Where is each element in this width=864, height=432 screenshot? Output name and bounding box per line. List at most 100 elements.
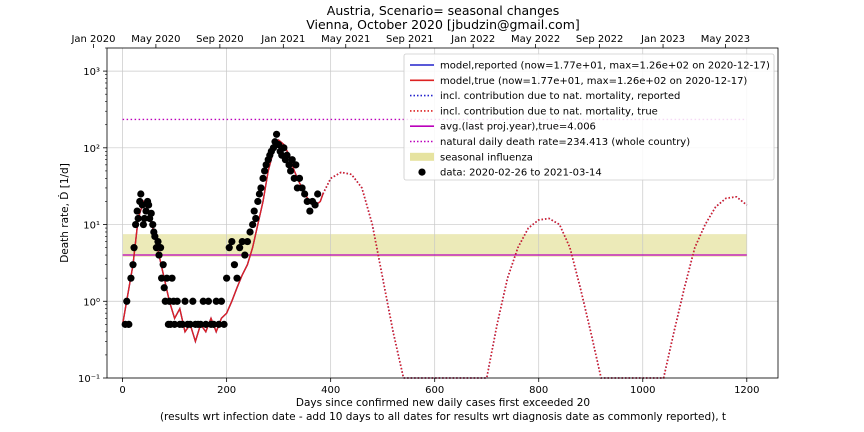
data-point: [238, 237, 246, 246]
data-point: [163, 274, 171, 282]
x-tick-label: 800: [529, 385, 548, 396]
top-axis-tick-label: Jan 2021: [260, 34, 305, 45]
data-point: [212, 297, 220, 305]
data-point: [199, 297, 207, 305]
data-point: [283, 151, 291, 159]
top-axis-tick-label: Jan 2023: [640, 34, 685, 45]
top-axis-tick-label: May 2020: [131, 34, 180, 45]
data-point: [306, 207, 314, 215]
data-point: [154, 237, 162, 246]
data-point: [250, 207, 258, 215]
data-point: [241, 251, 249, 259]
data-point: [246, 228, 254, 236]
y-axis-label: Death rate, Ḋ [1/d]: [58, 163, 71, 263]
x-tick-label: 600: [425, 385, 444, 396]
x-tick-label: 1200: [734, 385, 759, 396]
data-point: [156, 244, 165, 252]
data-point: [230, 261, 239, 269]
legend-label: model,true (now=1.77e+01, max=1.26e+02 o…: [440, 76, 747, 87]
data-point: [280, 144, 288, 152]
legend-swatch-marker: [418, 168, 426, 176]
legend-label: seasonal influenza: [440, 152, 533, 163]
data-point: [178, 320, 187, 328]
data-point: [311, 201, 319, 209]
data-point: [202, 320, 210, 328]
data-point: [314, 190, 322, 198]
data-point: [189, 297, 197, 305]
data-point: [298, 184, 306, 192]
data-point: [287, 167, 295, 175]
data-point: [134, 214, 142, 223]
data-point: [155, 251, 163, 259]
data-point: [197, 320, 205, 328]
y-tick-label: 10²: [83, 144, 100, 155]
data-point: [171, 320, 179, 328]
data-point: [257, 184, 265, 192]
y-tick-label: 10⁻¹: [78, 374, 100, 385]
data-point: [254, 197, 262, 206]
data-point: [173, 297, 181, 305]
data-point: [233, 274, 241, 282]
data-point: [225, 244, 233, 252]
x-tick-label: 0: [119, 385, 125, 396]
series-line-4: [322, 171, 748, 379]
top-axis-tick-label: May 2021: [321, 34, 370, 45]
data-point: [130, 244, 138, 252]
data-point: [125, 320, 133, 328]
data-point: [127, 274, 135, 282]
data-point: [249, 220, 257, 229]
top-axis-tick-label: Sep 2021: [386, 34, 433, 45]
x-tick-label: 400: [321, 385, 340, 396]
data-point: [290, 174, 298, 182]
data-point: [147, 209, 155, 217]
top-axis-tick-label: May 2022: [511, 34, 560, 45]
data-point: [243, 237, 252, 246]
x-tick-label: 200: [217, 385, 236, 396]
chart-title: Austria, Scenario= seasonal changes: [327, 3, 559, 18]
data-point: [220, 320, 228, 328]
legend-label: avg.(last proj.year),true=4.006: [440, 122, 596, 133]
data-point: [259, 174, 267, 182]
data-point: [295, 174, 304, 182]
data-point: [303, 197, 311, 206]
top-axis-tick-label: Jan 2020: [70, 34, 115, 45]
data-point: [132, 220, 140, 229]
data-point: [236, 244, 244, 252]
data-point: [269, 144, 278, 152]
data-point: [261, 167, 269, 175]
chart-subtitle: Vienna, October 2020 [jbudzin@gmail.com]: [306, 17, 580, 32]
legend-label: incl. contribution due to nat. mortality…: [440, 106, 658, 117]
top-axis-tick-label: May 2023: [701, 34, 750, 45]
data-point: [275, 141, 283, 149]
legend-box: [403, 53, 775, 181]
data-point: [140, 214, 149, 223]
data-point: [145, 201, 153, 209]
data-point: [181, 297, 189, 305]
legend-label: data: 2020-02-26 to 2021-03-14: [440, 168, 602, 179]
y-tick-label: 10¹: [83, 221, 100, 232]
legend: model,reported (now=1.77e+01, max=1.26e+…: [403, 53, 775, 181]
data-point: [133, 207, 141, 215]
data-point: [255, 190, 264, 198]
plot-frame: [106, 47, 779, 379]
y-tick-label: 10³: [83, 67, 100, 78]
data-point: [123, 297, 131, 305]
data-point: [139, 220, 148, 229]
x-axis-label: Days since confirmed new daily cases fir…: [296, 397, 590, 409]
data-point: [138, 201, 146, 209]
data-point: [252, 214, 260, 223]
data-point: [272, 130, 281, 138]
data-point: [204, 297, 213, 305]
top-axis-tick-label: Sep 2020: [196, 34, 243, 45]
data-point: [223, 274, 231, 282]
data-point: [210, 320, 218, 328]
legend-label: natural daily death rate=234.413 (whole …: [440, 137, 690, 148]
data-point: [158, 274, 166, 282]
legend-label: incl. contribution due to nat. mortality…: [440, 91, 680, 102]
data-point: [159, 261, 167, 269]
legend-label: model,reported (now=1.77e+01, max=1.26e+…: [440, 61, 770, 72]
data-point: [160, 284, 168, 292]
data-point: [129, 261, 137, 269]
data-point: [137, 190, 145, 198]
